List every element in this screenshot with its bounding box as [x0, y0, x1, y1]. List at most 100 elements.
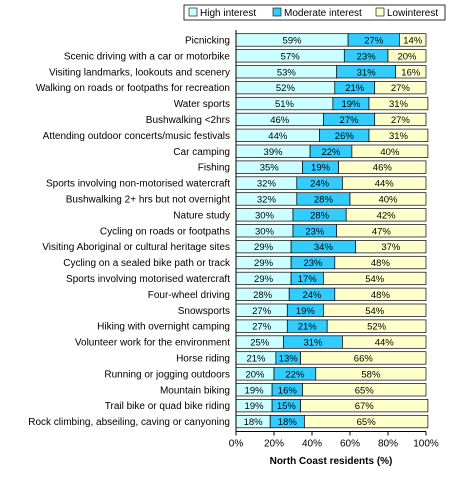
x-tick-label: 100% [413, 439, 439, 450]
data-label: 32% [257, 179, 277, 190]
category-label: Volunteer work for the environment [75, 338, 230, 349]
data-label: 23% [305, 226, 325, 237]
bar-segment [336, 224, 427, 238]
data-label: 13% [279, 353, 299, 364]
category-label: Sports involving motorised watercraft [66, 274, 230, 285]
bar-segment [355, 240, 427, 254]
bar-segment [300, 351, 427, 365]
bar-segment [326, 319, 427, 333]
bar-segment [349, 192, 427, 206]
data-label: 19% [311, 163, 331, 174]
bar-segment [395, 65, 427, 79]
data-label: 20% [245, 369, 265, 380]
data-label: 65% [357, 417, 377, 428]
data-label: 15% [277, 401, 297, 412]
category-label: Scenic driving with a car or motorbike [64, 51, 231, 62]
legend: High interest Moderate interest Lowinteres… [183, 4, 446, 21]
x-tick-label: 80% [378, 439, 398, 450]
bar-segment [351, 144, 429, 158]
data-label: 28% [314, 194, 334, 205]
data-label: 51% [275, 99, 295, 110]
category-label: Hiking with overnight camping [97, 322, 230, 333]
x-tick-label: 0% [229, 439, 244, 450]
data-label: 14% [403, 35, 423, 46]
data-label: 47% [372, 226, 392, 237]
data-label: 58% [361, 369, 381, 380]
data-label: 59% [283, 35, 303, 46]
bar-segment [334, 255, 427, 270]
data-label: 31% [357, 67, 377, 78]
data-label: 65% [355, 385, 375, 396]
bar-segment [374, 112, 427, 127]
bar-segment [342, 176, 427, 190]
category-label: Sports involving non-motorised watercraf… [46, 179, 230, 190]
data-label: 21% [246, 353, 266, 364]
data-label: 20% [397, 51, 417, 62]
legend-entry: Lowinterest [387, 8, 438, 19]
category-label: Cycling on a sealed bike path or track [63, 258, 231, 269]
bar-segment [368, 128, 429, 142]
data-label: 23% [357, 51, 377, 62]
category-label: Mountain biking [160, 385, 230, 396]
bar-segment [315, 367, 427, 381]
data-label: 31% [303, 338, 323, 349]
x-axis-label: North Coast residents (%) [270, 456, 393, 467]
category-label: Walking on roads or footpaths for recrea… [36, 83, 230, 94]
data-label: 27% [340, 115, 360, 126]
bar-segment [399, 33, 427, 47]
legend-swatch [375, 7, 385, 17]
data-label: 27% [391, 83, 411, 94]
data-label: 19% [245, 385, 265, 396]
data-label: 48% [371, 258, 391, 269]
category-label: Car camping [173, 147, 230, 158]
bar-segment [334, 287, 427, 301]
category-label: Attending outdoor concerts/music festiva… [43, 131, 230, 142]
data-label: 27% [364, 35, 384, 46]
data-label: 66% [354, 353, 374, 364]
data-label: 19% [296, 306, 316, 317]
category-label: Trail bike or quad bike riding [105, 401, 230, 412]
data-label: 67% [355, 401, 375, 412]
data-label: 54% [365, 274, 385, 285]
category-label: Cycling on roads or footpaths [100, 226, 230, 237]
bar-segment [374, 81, 427, 95]
category-label: Water sports [174, 99, 230, 110]
data-label: 30% [255, 210, 275, 221]
data-label: 34% [314, 242, 334, 253]
legend-entry: High interest [200, 8, 256, 19]
data-label: 57% [281, 51, 301, 62]
data-label: 17% [298, 274, 318, 285]
data-label: 46% [373, 163, 393, 174]
bar-segment [304, 414, 429, 429]
data-label: 32% [257, 194, 277, 205]
category-label: Nature study [173, 210, 230, 221]
data-label: 29% [254, 274, 274, 285]
category-label: Running or jogging outdoors [104, 369, 230, 380]
data-label: 19% [245, 401, 265, 412]
bar-segment [342, 335, 427, 349]
x-tick-label: 20% [264, 439, 284, 450]
data-label: 22% [285, 369, 305, 380]
legend-entry: Moderate interest [284, 8, 362, 19]
data-label: 40% [378, 194, 398, 205]
data-label: 54% [365, 306, 385, 317]
category-label: Bushwalking <2hrs [146, 115, 230, 126]
data-label: 19% [341, 99, 361, 110]
bar-segment [300, 399, 429, 413]
data-label: 52% [276, 83, 296, 94]
data-label: 37% [381, 242, 401, 253]
data-label: 30% [255, 226, 275, 237]
category-label: Picnicking [185, 35, 230, 46]
data-label: 44% [375, 179, 395, 190]
data-label: 16% [278, 385, 298, 396]
bar-segment [338, 160, 427, 174]
data-label: 46% [270, 115, 290, 126]
legend-swatch [272, 7, 282, 17]
plot-area: Picnicking 59% 27% 14% Scenic driving with a… [28, 30, 439, 450]
data-label: 16% [401, 67, 421, 78]
data-label: 27% [252, 322, 272, 333]
category-label: Visiting Aboriginal or cultural heritage… [42, 242, 230, 253]
category-label: Visiting landmarks, lookouts and scenery [49, 67, 230, 78]
data-label: 22% [321, 147, 341, 158]
data-label: 53% [277, 67, 297, 78]
